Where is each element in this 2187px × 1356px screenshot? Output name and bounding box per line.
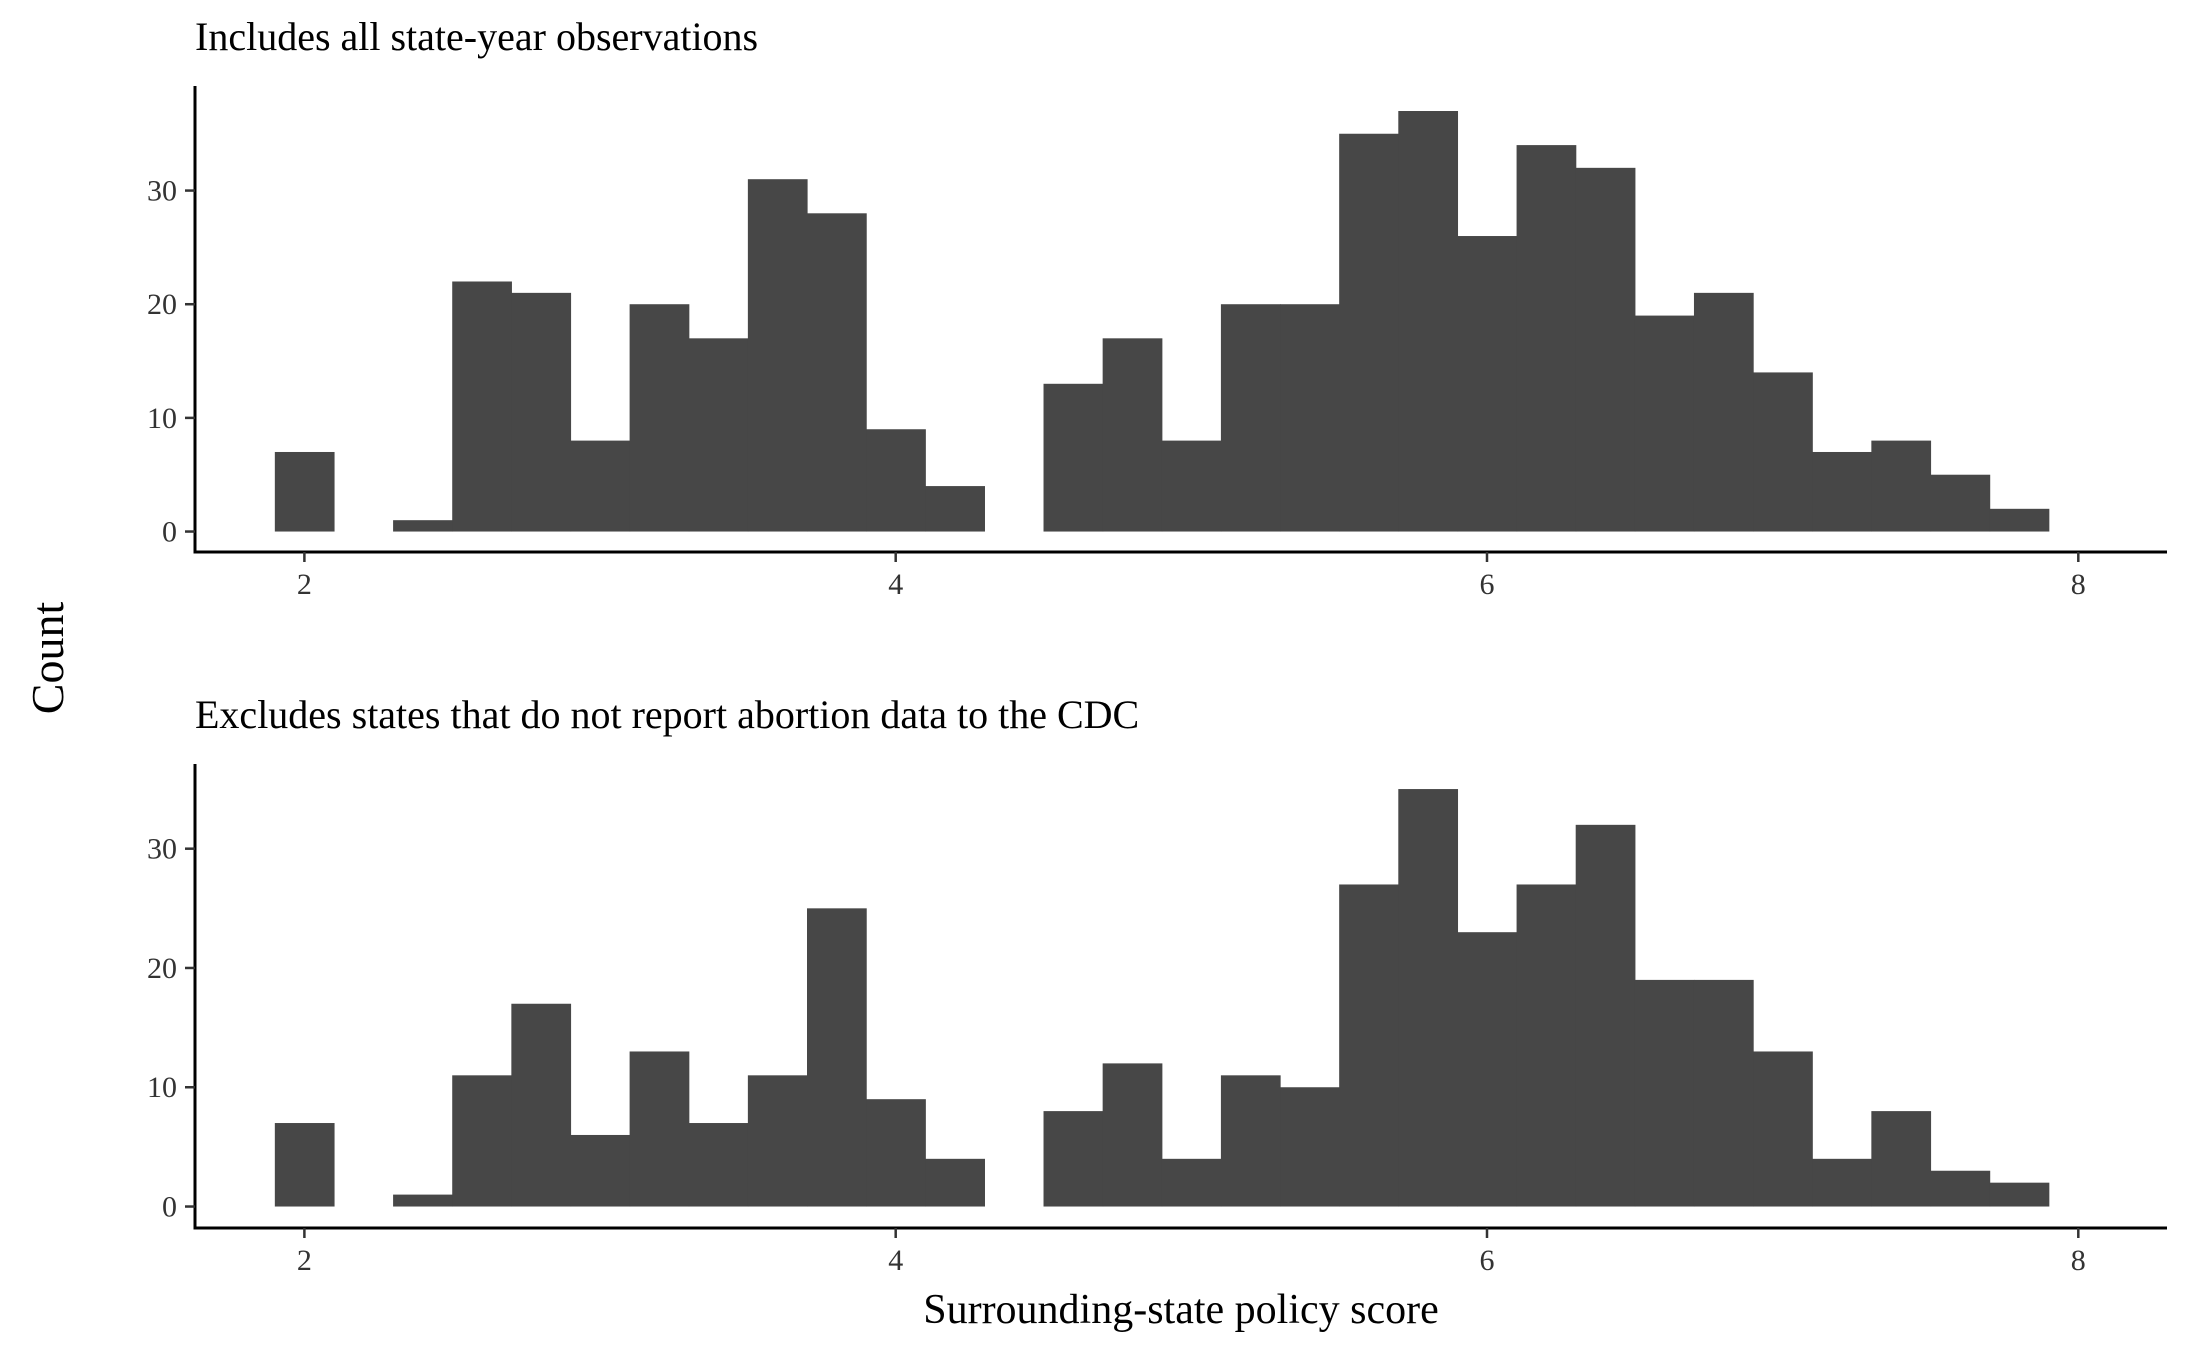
x-tick-label: 6 [1480, 568, 1495, 601]
histogram-bar [1812, 451, 1872, 532]
histogram-bar [807, 908, 867, 1207]
x-tick-label: 4 [888, 1244, 903, 1277]
panel-1: 0 10 20 30 2 4 6 8 Includes all state-year obser… [147, 14, 2167, 601]
histogram-bar [1043, 383, 1104, 532]
panel-2: 0 10 20 30 2 4 6 8 Excludes states that do not r… [147, 692, 2167, 1277]
y-tick-label: 10 [147, 402, 177, 435]
histogram-bar [393, 1194, 453, 1207]
histogram-bar [747, 1075, 808, 1207]
x-tick-label: 6 [1480, 1244, 1495, 1277]
y-axis-title: Count [22, 602, 73, 715]
histogram-bar [1753, 372, 1813, 532]
x-tick-label: 2 [297, 568, 312, 601]
histogram-bar [1457, 236, 1518, 532]
y-tick-label: 20 [147, 288, 177, 321]
histogram-bar [1161, 440, 1222, 532]
histogram-bar [511, 292, 572, 532]
x-tick-label: 2 [297, 1244, 312, 1277]
histogram-bar [1930, 474, 1991, 532]
histogram-bar [1930, 1170, 1991, 1207]
histogram-bar [393, 520, 453, 532]
histogram-bar [1102, 1063, 1163, 1207]
y-tick-label: 0 [162, 1191, 177, 1224]
histogram-bar [274, 1123, 335, 1207]
histogram-bar [1634, 979, 1695, 1207]
y-tick-label: 0 [162, 516, 177, 549]
histogram-bar [1102, 338, 1163, 532]
histogram-bar [866, 429, 926, 532]
histogram-bar [1220, 304, 1281, 532]
histogram-bar [1575, 167, 1636, 532]
histogram-bar [1457, 932, 1518, 1207]
bars [274, 789, 2050, 1207]
histogram-bar [452, 1075, 512, 1207]
histogram-bar [570, 1134, 631, 1207]
histogram-bar [1516, 884, 1577, 1207]
histogram-bar [511, 1003, 572, 1207]
x-tick-label: 8 [2071, 568, 2086, 601]
bars [274, 111, 2050, 532]
histogram-bar [1339, 884, 1399, 1207]
y-tick-label: 30 [147, 833, 177, 866]
histogram-bar [1693, 292, 1754, 532]
histogram-bar [274, 451, 335, 532]
histogram-bar [1339, 133, 1399, 532]
panel-title: Includes all state-year observations [195, 14, 758, 59]
histogram-bar [807, 213, 867, 532]
histogram-bar [1693, 979, 1754, 1207]
histogram-bar [1575, 824, 1636, 1207]
histogram-bar [1161, 1158, 1222, 1207]
histogram-bar [629, 1051, 690, 1207]
histogram-bar [1398, 789, 1459, 1207]
histogram-bar [866, 1099, 926, 1207]
y-tick-label: 10 [147, 1071, 177, 1104]
histogram-bar [452, 281, 512, 532]
histogram-bar [925, 1158, 985, 1207]
x-tick-label: 4 [888, 568, 903, 601]
histogram-bar [570, 440, 631, 532]
histogram-bar [1398, 111, 1459, 532]
histogram-bar [747, 179, 808, 532]
x-tick-label: 8 [2071, 1244, 2086, 1277]
histogram-bar [688, 338, 749, 532]
histogram-bar [1280, 1087, 1340, 1207]
histogram-bar [688, 1123, 749, 1207]
x-axis-title: Surrounding-state policy score [923, 1287, 1439, 1333]
histogram-bar [1043, 1111, 1104, 1207]
panel-title: Excludes states that do not report abort… [195, 692, 1139, 737]
y-tick-label: 30 [147, 175, 177, 208]
histogram-bar [1812, 1158, 1872, 1207]
histogram-bar [1871, 1111, 1932, 1207]
histogram-bar [629, 304, 690, 532]
histogram-bar [1280, 304, 1340, 532]
histogram-bar [925, 486, 985, 532]
histogram-bar [1516, 145, 1577, 532]
y-tick-label: 20 [147, 952, 177, 985]
histogram-bar [1871, 440, 1932, 532]
histogram-bar [1634, 315, 1695, 532]
histogram-bar [1753, 1051, 1813, 1207]
histogram-bar [1989, 508, 2050, 532]
histogram-bar [1989, 1182, 2050, 1207]
histogram-bar [1220, 1075, 1281, 1207]
